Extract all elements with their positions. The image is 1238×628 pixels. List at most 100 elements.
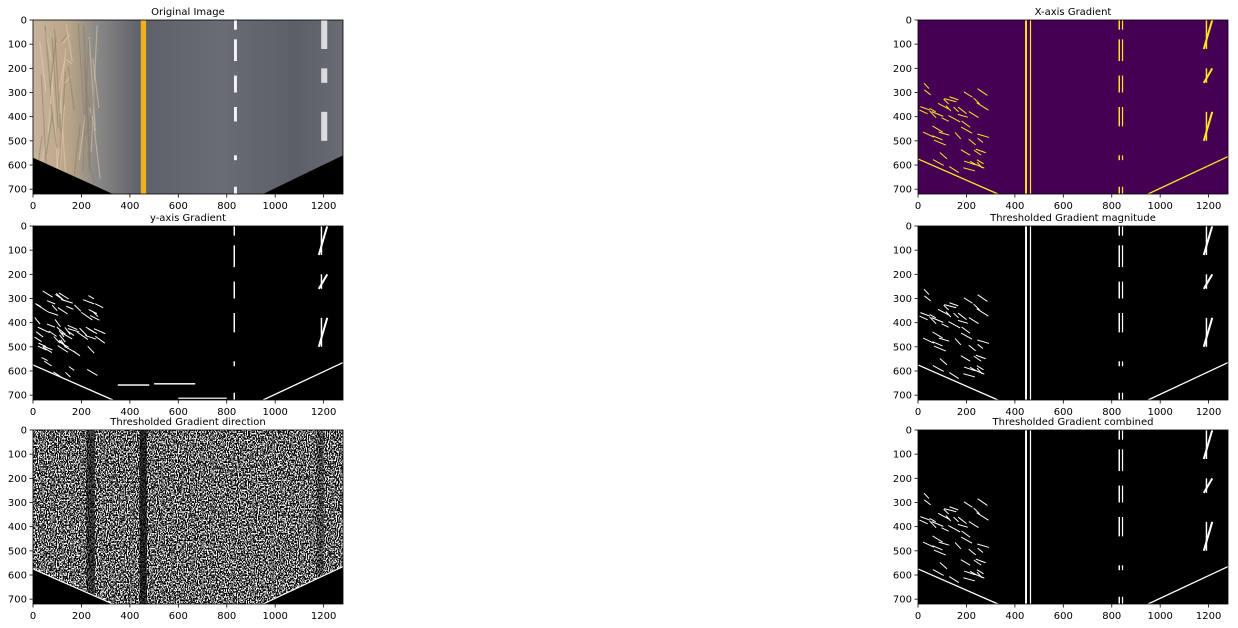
panel-image — [918, 20, 1228, 194]
panel-image — [33, 226, 343, 400]
x-tick-label: 0 — [915, 407, 921, 418]
y-tick-label: 100 — [893, 450, 912, 461]
panel-image — [33, 20, 343, 194]
x-tick-label: 200 — [72, 611, 91, 622]
x-tick-label: 1000 — [1147, 611, 1172, 622]
x-tick-label: 400 — [1005, 611, 1024, 622]
panel-6: Thresholded Gradient combined 0 200 400 600 8… — [893, 417, 1228, 622]
y-tick-label: 100 — [8, 450, 27, 461]
x-tick-label: 800 — [217, 201, 236, 212]
y-tick-label: 0 — [906, 222, 912, 233]
x-tick-label: 400 — [120, 201, 139, 212]
panel-image — [918, 430, 1228, 604]
x-tick-label: 800 — [217, 611, 236, 622]
x-tick-label: 1200 — [1196, 201, 1221, 212]
x-tick-label: 200 — [957, 407, 976, 418]
x-tick-label: 1000 — [262, 407, 287, 418]
panel-3: y-axis Gradient 0 200 400 600 800 1000 1200 0 100… — [8, 213, 343, 418]
x-tick-label: 600 — [1054, 201, 1073, 212]
x-tick-label: 1200 — [1196, 407, 1221, 418]
y-tick-label: 400 — [8, 522, 27, 533]
panel-image — [918, 226, 1228, 400]
x-tick-label: 200 — [957, 611, 976, 622]
y-tick-label: 400 — [893, 112, 912, 123]
y-tick-label: 100 — [893, 246, 912, 257]
panel-1: Original Image 0 200 400 600 800 1000 1200 0 100 2… — [8, 7, 343, 212]
y-tick-label: 300 — [893, 498, 912, 509]
y-tick-label: 500 — [893, 136, 912, 147]
x-tick-label: 400 — [120, 611, 139, 622]
y-tick-label: 200 — [8, 270, 27, 281]
y-tick-label: 400 — [893, 522, 912, 533]
y-tick-label: 100 — [893, 40, 912, 51]
panel-title: Thresholded Gradient magnitude — [989, 213, 1156, 224]
panel-title: X-axis Gradient — [1035, 7, 1112, 18]
y-tick-label: 100 — [8, 246, 27, 257]
y-tick-label: 700 — [8, 595, 27, 606]
y-tick-label: 600 — [8, 571, 27, 582]
x-tick-label: 200 — [72, 407, 91, 418]
y-tick-label: 300 — [893, 294, 912, 305]
y-tick-label: 700 — [893, 391, 912, 402]
y-tick-label: 0 — [21, 426, 27, 437]
y-tick-label: 700 — [8, 391, 27, 402]
x-tick-label: 1200 — [1196, 611, 1221, 622]
y-tick-label: 600 — [893, 367, 912, 378]
panel-title: Thresholded Gradient combined — [992, 417, 1154, 428]
y-tick-label: 500 — [8, 546, 27, 557]
y-tick-label: 300 — [8, 88, 27, 99]
x-tick-label: 800 — [1102, 201, 1121, 212]
y-tick-label: 300 — [8, 294, 27, 305]
y-tick-label: 300 — [893, 88, 912, 99]
x-tick-label: 200 — [957, 201, 976, 212]
y-tick-label: 200 — [893, 474, 912, 485]
y-tick-label: 200 — [893, 270, 912, 281]
x-tick-label: 800 — [1102, 611, 1121, 622]
x-tick-label: 0 — [30, 407, 36, 418]
x-tick-label: 0 — [30, 611, 36, 622]
x-tick-label: 0 — [915, 611, 921, 622]
y-tick-label: 500 — [893, 342, 912, 353]
y-tick-label: 0 — [906, 426, 912, 437]
y-tick-label: 700 — [893, 185, 912, 196]
y-tick-label: 500 — [8, 342, 27, 353]
x-tick-label: 1200 — [311, 611, 336, 622]
panel-title: Thresholded Gradient direction — [109, 417, 266, 428]
y-tick-label: 500 — [893, 546, 912, 557]
y-tick-label: 600 — [893, 161, 912, 172]
y-tick-label: 400 — [8, 112, 27, 123]
y-tick-label: 400 — [893, 318, 912, 329]
x-tick-label: 1000 — [262, 201, 287, 212]
y-tick-label: 700 — [8, 185, 27, 196]
panel-image — [33, 430, 343, 604]
y-tick-label: 600 — [8, 161, 27, 172]
y-tick-label: 200 — [893, 64, 912, 75]
x-tick-label: 400 — [1005, 201, 1024, 212]
x-tick-label: 600 — [169, 201, 188, 212]
y-tick-label: 0 — [21, 222, 27, 233]
y-tick-label: 400 — [8, 318, 27, 329]
x-tick-label: 1200 — [311, 201, 336, 212]
panel-5: Thresholded Gradient direction 0 200 400 600… — [8, 417, 343, 622]
y-tick-label: 0 — [21, 16, 27, 27]
panel-4: Thresholded Gradient magnitude 0 200 400 600… — [893, 213, 1228, 418]
panel-2: X-axis Gradient 0 200 400 600 800 1000 1200 0 100… — [893, 7, 1228, 212]
y-tick-label: 200 — [8, 64, 27, 75]
y-tick-label: 700 — [893, 595, 912, 606]
x-tick-label: 0 — [915, 201, 921, 212]
y-tick-label: 600 — [893, 571, 912, 582]
y-tick-label: 200 — [8, 474, 27, 485]
panel-title: y-axis Gradient — [150, 213, 226, 224]
x-tick-label: 0 — [30, 201, 36, 212]
y-tick-label: 500 — [8, 136, 27, 147]
x-tick-label: 600 — [1054, 611, 1073, 622]
y-tick-label: 0 — [906, 16, 912, 27]
panel-title: Original Image — [151, 7, 225, 18]
y-tick-label: 100 — [8, 40, 27, 51]
x-tick-label: 1000 — [1147, 201, 1172, 212]
x-tick-label: 200 — [72, 201, 91, 212]
x-tick-label: 1000 — [262, 611, 287, 622]
y-tick-label: 300 — [8, 498, 27, 509]
x-tick-label: 1200 — [311, 407, 336, 418]
